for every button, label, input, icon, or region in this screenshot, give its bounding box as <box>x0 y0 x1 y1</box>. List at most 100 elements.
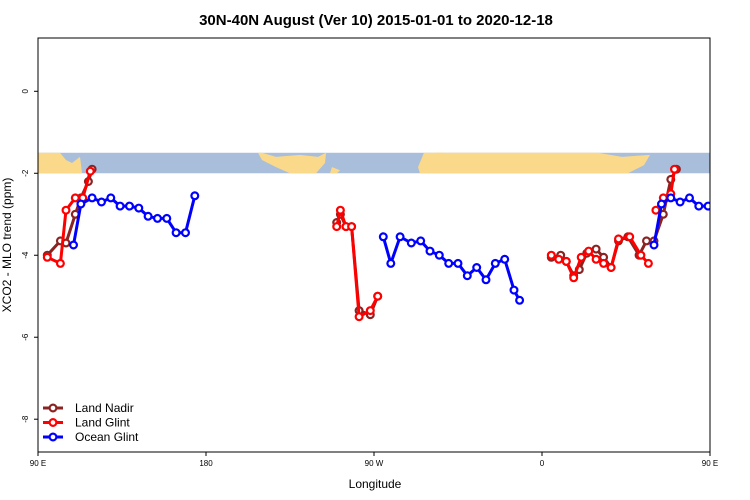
data-point-ocean-glint <box>666 193 676 203</box>
data-point-land-glint <box>347 222 357 232</box>
data-point-ocean-glint <box>171 228 181 238</box>
plot-frame <box>37 37 711 453</box>
data-point-ocean-glint <box>434 250 444 260</box>
y-tick-label: -2 <box>21 169 30 177</box>
data-point-land-glint <box>55 258 65 268</box>
y-tick-label: -4 <box>21 251 30 259</box>
data-point-ocean-glint <box>656 199 666 209</box>
y-tick-label: 0 <box>21 89 30 94</box>
chart-title: 30N-40N August (Ver 10) 2015-01-01 to 20… <box>199 12 553 29</box>
data-point-land-nadir <box>641 236 651 246</box>
series-line-ocean-glint <box>381 235 521 302</box>
legend-swatch-marker <box>48 432 58 442</box>
data-point-land-glint <box>554 254 564 264</box>
legend-label: Ocean Glint <box>75 430 139 444</box>
data-point-land-glint <box>636 250 646 260</box>
data-point-land-glint <box>584 246 594 256</box>
data-point-land-glint <box>85 166 95 176</box>
data-point-land-glint <box>625 232 635 242</box>
data-point-ocean-glint <box>162 213 172 223</box>
x-tick-label: 90 W <box>365 459 384 468</box>
data-point-land-glint <box>365 306 375 316</box>
y-tick-label: -6 <box>21 333 30 341</box>
data-point-land-glint <box>591 254 601 264</box>
legend-swatch-marker <box>48 418 58 428</box>
data-point-land-glint <box>546 250 556 260</box>
data-point-ocean-glint <box>124 201 134 211</box>
data-point-ocean-glint <box>68 240 78 250</box>
data-point-ocean-glint <box>406 238 416 248</box>
data-point-ocean-glint <box>425 246 435 256</box>
data-point-land-glint <box>332 222 342 232</box>
land-mass <box>330 167 340 174</box>
data-point-land-glint <box>42 252 52 262</box>
data-point-ocean-glint <box>378 232 388 242</box>
data-point-ocean-glint <box>481 275 491 285</box>
data-point-ocean-glint <box>444 258 454 268</box>
x-tick-label: 90 E <box>702 459 718 468</box>
data-point-ocean-glint <box>694 201 704 211</box>
y-tick-label: -8 <box>21 415 30 423</box>
data-point-ocean-glint <box>500 254 510 264</box>
data-point-land-glint <box>354 312 364 322</box>
land-mass <box>436 152 444 159</box>
series-land-nadir <box>42 164 681 320</box>
legend-label: Land Nadir <box>75 401 134 415</box>
data-point-ocean-glint <box>490 258 500 268</box>
data-point-ocean-glint <box>395 232 405 242</box>
land-mass <box>258 152 326 174</box>
data-point-ocean-glint <box>675 197 685 207</box>
data-point-ocean-glint <box>453 258 463 268</box>
data-point-ocean-glint <box>509 285 519 295</box>
data-point-ocean-glint <box>462 271 472 281</box>
series-layer <box>42 164 710 322</box>
data-point-land-glint <box>576 252 586 262</box>
land-mass <box>514 154 522 159</box>
data-point-land-glint <box>651 205 661 215</box>
data-point-ocean-glint <box>190 191 200 201</box>
data-point-land-glint <box>335 205 345 215</box>
x-axis-label: Longitude <box>349 477 402 491</box>
land-mass <box>418 152 650 174</box>
data-point-land-glint <box>61 205 71 215</box>
data-point-land-glint <box>373 291 383 301</box>
series-land-glint <box>42 164 679 322</box>
data-point-land-glint <box>643 258 653 268</box>
data-point-ocean-glint <box>106 193 116 203</box>
data-point-ocean-glint <box>96 197 106 207</box>
data-point-land-glint <box>569 273 579 283</box>
map-strip-land <box>38 152 650 174</box>
data-point-land-glint <box>599 258 609 268</box>
series-line-ocean-glint <box>72 195 197 246</box>
legend-swatch-marker <box>48 403 58 413</box>
data-point-land-glint <box>606 263 616 273</box>
data-point-ocean-glint <box>134 203 144 213</box>
legend-item-land-glint: Land Glint <box>43 416 130 430</box>
series-ocean-glint <box>68 191 710 305</box>
data-point-land-glint <box>613 234 623 244</box>
data-point-land-nadir <box>591 244 601 254</box>
data-point-ocean-glint <box>153 213 163 223</box>
y-axis: 0 -2 -4 -6 -8 <box>21 89 38 423</box>
legend-label: Land Glint <box>75 416 130 430</box>
x-axis: 90 E 180 90 W 0 90 E <box>30 452 718 468</box>
data-point-ocean-glint <box>181 228 191 238</box>
x-tick-label: 90 E <box>30 459 46 468</box>
data-point-land-glint <box>561 256 571 266</box>
data-point-land-glint <box>669 164 679 174</box>
land-mass <box>38 152 82 174</box>
data-point-land-glint <box>70 193 80 203</box>
data-point-ocean-glint <box>87 193 97 203</box>
data-point-ocean-glint <box>115 201 125 211</box>
x-tick-label: 180 <box>199 459 213 468</box>
data-point-ocean-glint <box>386 258 396 268</box>
data-point-ocean-glint <box>684 193 694 203</box>
data-point-ocean-glint <box>143 211 153 221</box>
map-strip <box>38 152 710 174</box>
y-axis-label: XCO2 - MLO trend (ppm) <box>0 178 14 313</box>
data-point-ocean-glint <box>649 240 659 250</box>
legend-item-ocean-glint: Ocean Glint <box>43 430 139 444</box>
x-tick-label: 0 <box>540 459 545 468</box>
